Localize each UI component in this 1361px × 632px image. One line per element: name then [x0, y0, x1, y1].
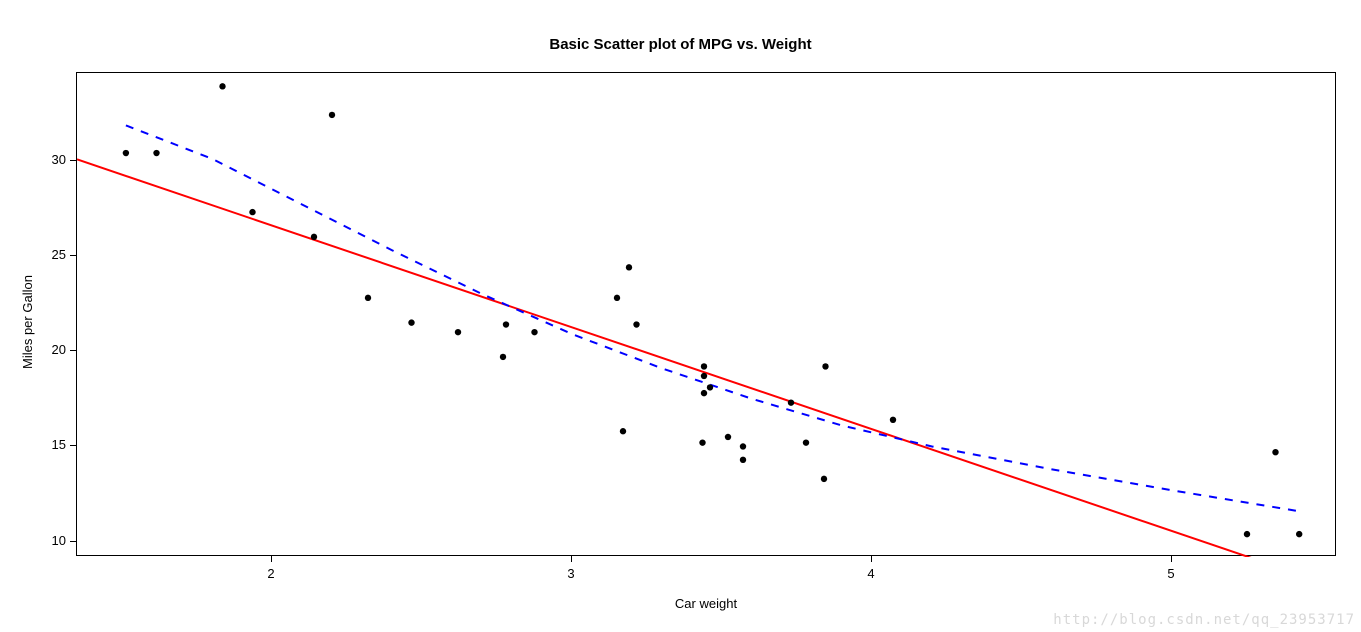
- x-tick: [271, 556, 272, 562]
- data-point: [1244, 531, 1250, 537]
- y-tick-label: 10: [40, 533, 66, 548]
- data-point: [311, 234, 317, 240]
- data-point: [890, 417, 896, 423]
- y-axis-label: Miles per Gallon: [20, 275, 35, 369]
- data-point: [531, 329, 537, 335]
- data-point: [701, 390, 707, 396]
- y-tick: [70, 255, 76, 256]
- chart-title: Basic Scatter plot of MPG vs. Weight: [0, 36, 1361, 53]
- x-tick-label: 5: [1151, 566, 1191, 581]
- data-point: [725, 434, 731, 440]
- data-point: [1272, 449, 1278, 455]
- regression-line: [77, 159, 1337, 587]
- data-point: [329, 112, 335, 118]
- y-tick-label: 15: [40, 437, 66, 452]
- data-point: [633, 321, 639, 327]
- y-tick-label: 25: [40, 247, 66, 262]
- data-point: [707, 384, 713, 390]
- data-point: [503, 321, 509, 327]
- data-point: [1296, 531, 1302, 537]
- data-point: [822, 363, 828, 369]
- data-point: [365, 295, 371, 301]
- data-point: [821, 476, 827, 482]
- data-point: [803, 439, 809, 445]
- x-axis-label: Car weight: [76, 596, 1336, 611]
- data-point: [701, 363, 707, 369]
- y-tick-label: 20: [40, 342, 66, 357]
- data-point: [455, 329, 461, 335]
- data-point: [123, 150, 129, 156]
- x-tick-label: 3: [551, 566, 591, 581]
- data-point: [699, 439, 705, 445]
- watermark-text: http://blog.csdn.net/qq_23953717: [1053, 612, 1355, 628]
- y-tick-label: 30: [40, 152, 66, 167]
- y-tick: [70, 160, 76, 161]
- data-point: [219, 83, 225, 89]
- data-point: [620, 428, 626, 434]
- data-point: [701, 373, 707, 379]
- data-point: [408, 319, 414, 325]
- x-tick-label: 2: [251, 566, 291, 581]
- x-tick-label: 4: [851, 566, 891, 581]
- plot-svg: [77, 73, 1337, 557]
- lowess-line: [126, 125, 1299, 511]
- data-point: [740, 443, 746, 449]
- y-tick: [70, 445, 76, 446]
- data-point: [249, 209, 255, 215]
- y-tick: [70, 350, 76, 351]
- x-tick: [1171, 556, 1172, 562]
- data-point: [153, 150, 159, 156]
- y-tick: [70, 541, 76, 542]
- x-tick: [871, 556, 872, 562]
- data-point: [614, 295, 620, 301]
- plot-area: [76, 72, 1336, 556]
- data-point: [788, 399, 794, 405]
- data-point: [740, 457, 746, 463]
- data-point: [626, 264, 632, 270]
- x-tick: [571, 556, 572, 562]
- data-point: [500, 354, 506, 360]
